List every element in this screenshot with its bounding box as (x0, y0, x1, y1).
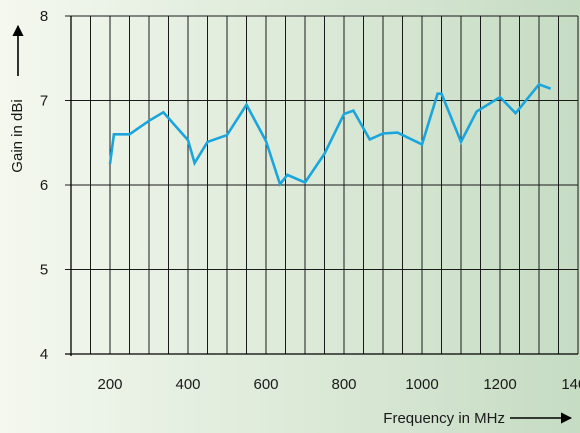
y-tick-label: 8 (40, 8, 48, 25)
y-tick-label: 6 (40, 177, 48, 194)
x-tick-label: 200 (97, 376, 122, 393)
x-tick-label: 1400 (561, 376, 580, 393)
x-tick-label: 400 (175, 376, 200, 393)
x-tick-label: 1200 (483, 376, 516, 393)
gain-series-line (108, 82, 552, 187)
y-tick-label: 5 (40, 262, 48, 279)
x-tick-label: 800 (331, 376, 356, 393)
tick-labels: 4 5 6 7 8 200 400 600 800 1000 1200 1400 (40, 8, 580, 393)
x-axis-title: Frequency in MHz (383, 410, 505, 427)
series (108, 82, 552, 187)
y-axis-title: Gain in dBi (9, 99, 26, 172)
y-tick-label: 7 (40, 93, 48, 110)
x-tick-label: 600 (253, 376, 278, 393)
y-tick-label: 4 (40, 346, 48, 363)
x-tick-label: 1000 (405, 376, 438, 393)
grid (65, 15, 579, 355)
axes (65, 16, 578, 356)
